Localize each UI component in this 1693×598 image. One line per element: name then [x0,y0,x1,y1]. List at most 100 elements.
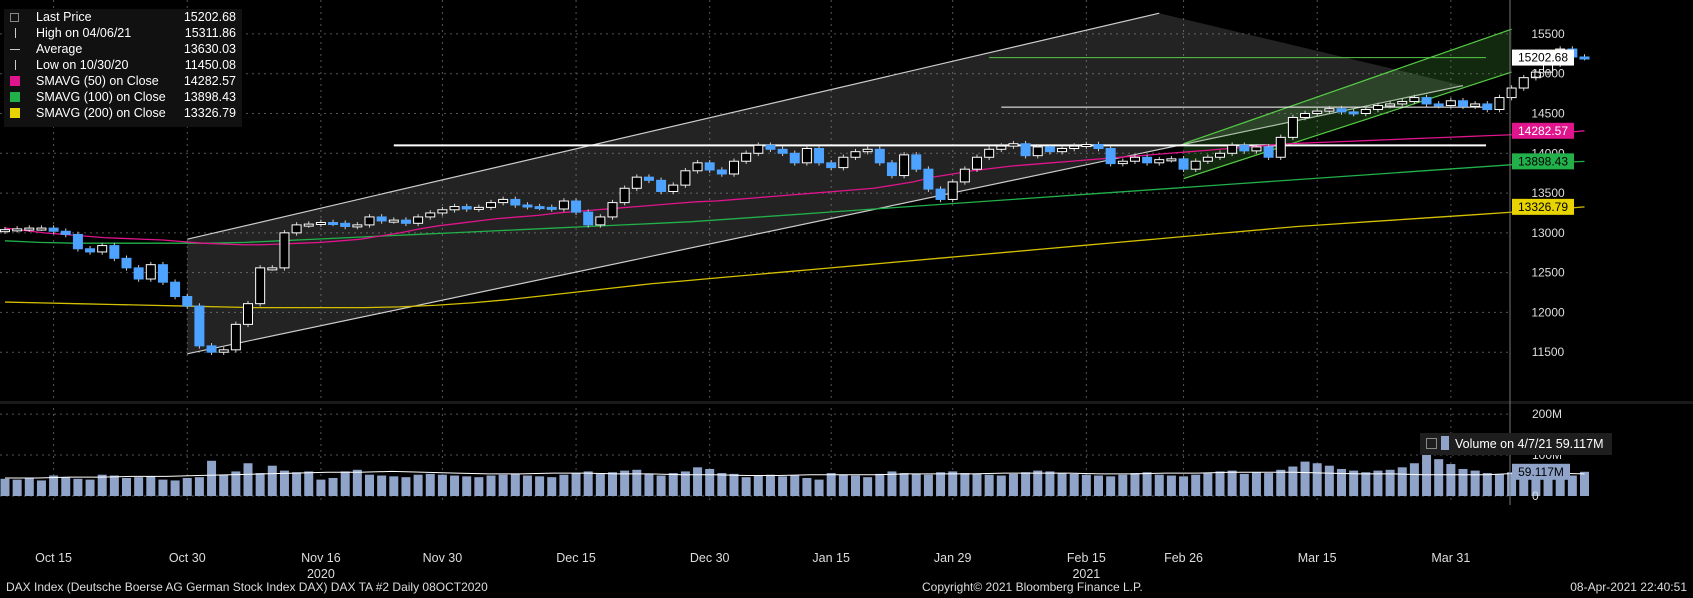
volume-bar [450,475,460,496]
volume-bar [1531,468,1541,496]
candle-body [425,212,436,218]
candle-body [1020,143,1031,157]
volume-bar [802,477,812,496]
volume-bar [1179,476,1189,496]
volume-bar [1215,471,1225,496]
candle-body [1470,103,1481,107]
volume-bar [838,474,848,496]
candle-body [1397,101,1408,105]
candle-body [874,148,885,164]
volume-bar [1045,471,1055,496]
candle-body [1579,56,1590,60]
volume-bar [413,474,423,496]
candle-body [923,168,934,190]
candle-body [243,303,253,325]
volume-bar [1130,473,1140,496]
candle-body [935,188,946,200]
sma-100-line [4,160,1585,244]
price-tag-box [1512,122,1574,139]
candle-body [789,152,800,164]
price-tag-box [1512,49,1574,66]
volume-bar [1154,474,1164,496]
channel-lower-line [1183,71,1512,180]
volume-tag-box [1512,463,1570,480]
volume-bar [49,475,59,496]
candle-body [1069,145,1080,150]
candle-body [121,257,132,269]
candle-body [449,206,460,211]
candle-body [1312,110,1323,114]
candle-body [328,222,339,226]
price-tag-label: 13898.43 [1518,154,1568,168]
collapse-icon[interactable] [1426,438,1437,449]
candle-body [1506,87,1517,99]
volume-bar [1033,470,1043,496]
legend-swatch [10,49,20,50]
legend-swatch [10,76,20,86]
candle-body [1142,156,1153,164]
volume-bar [36,480,46,496]
candle-body [704,162,715,171]
volume-bar [656,475,666,496]
candle-body [133,267,144,280]
candle-body [984,148,995,158]
candle-body [413,216,424,224]
volume-bar [851,475,860,496]
legend-label: SMAVG (200) on Close [36,106,166,120]
volume-bar [12,479,22,496]
candlesticks [0,46,1590,355]
candle-body [194,305,205,347]
volume-bar [741,477,751,496]
candle-body [461,206,472,210]
candle-body [862,148,873,153]
time-tick-label: Jan 15 [812,551,850,565]
legend-label: Last Price [36,10,92,24]
volume-bar [729,473,739,496]
volume-bar [1251,472,1261,496]
volume-bar [365,474,374,496]
candle-body [218,349,229,353]
volume-bar [1288,466,1298,496]
volume-bar [826,473,836,496]
candle-body [643,176,654,181]
volume-bar [1203,473,1213,496]
price-tick-label: 13000 [1531,226,1565,240]
candle-body [558,200,569,210]
volume-bar [219,474,229,496]
volume-bar [194,477,204,496]
axes: 1150012000125001300013500140001450015000… [35,0,1574,581]
volume-bar [632,469,642,496]
candle-body [1275,136,1286,158]
volume-bar [243,463,253,496]
volume-bar [1373,470,1383,496]
candle-body [899,154,910,177]
legend-label: SMAVG (50) on Close [36,74,159,88]
candle-body [1081,144,1092,148]
volume-bar [279,470,289,496]
volume-bar [1069,473,1079,496]
candle-body [1494,97,1505,111]
candle-body [996,145,1007,150]
candle-body [619,187,630,204]
legend-swatch [15,28,16,38]
candle-body [1057,148,1068,153]
candle-body [1251,146,1262,152]
volume-bar [1324,465,1334,496]
year-label: 2020 [307,567,335,581]
volume-bar [960,473,970,496]
volume-bar [1580,471,1589,496]
volume-bar [389,476,399,496]
candle-body [777,148,788,154]
volume-bar [1446,464,1456,496]
volume-average-line [5,470,1585,479]
volume-bar [146,476,156,496]
candle-body [1518,77,1529,89]
legend-row: Low on 10/30/20 11450.08 [4,57,242,73]
candle-body [291,224,302,234]
candle-body [716,169,727,175]
year-label: 2021 [1072,567,1100,581]
price-tick-label: 12000 [1531,305,1565,319]
candle-body [510,198,521,206]
channel-fill [1183,29,1512,179]
